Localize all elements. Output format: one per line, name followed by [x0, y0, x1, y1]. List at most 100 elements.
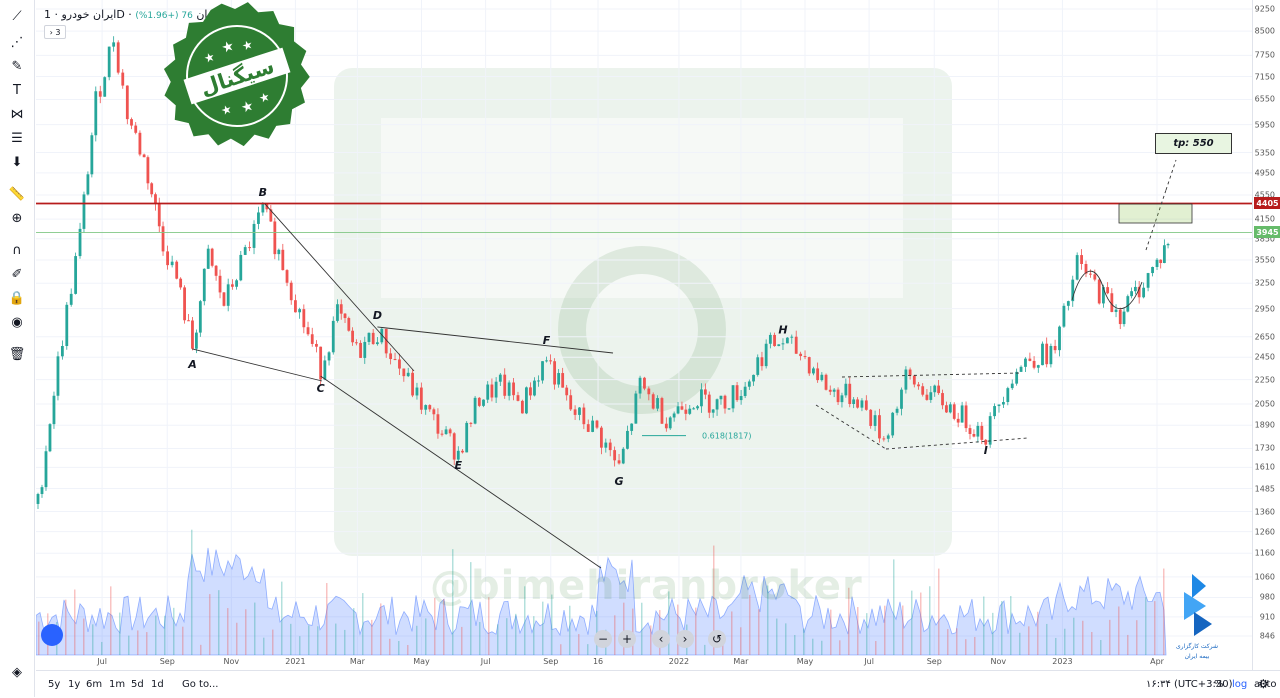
pattern-line: [1165, 159, 1177, 191]
volume-bar: [542, 601, 544, 655]
scroll-right-button[interactable]: ›: [676, 630, 694, 648]
arrow-down-icon[interactable]: ⬇: [11, 154, 23, 170]
candle-body: [773, 334, 776, 347]
volume-bar: [416, 625, 418, 655]
candle-body: [715, 399, 719, 410]
candle-body: [40, 487, 44, 495]
candle-body: [411, 372, 414, 396]
price-badge-current: 3945: [1254, 226, 1280, 239]
candle-body: [482, 399, 485, 406]
volume-bar: [767, 585, 769, 655]
range-5d-button[interactable]: 5d: [131, 679, 144, 690]
candle-body: [960, 405, 964, 423]
range-1y-button[interactable]: 1y: [68, 679, 81, 690]
volume-bar: [461, 626, 463, 655]
price-chart[interactable]: 0.618(1817) A B C D E F G H I: [36, 0, 1252, 670]
settings-gear-icon[interactable]: ⚙: [1258, 677, 1269, 691]
candle-body: [243, 247, 247, 255]
volume-bar: [1037, 611, 1039, 655]
candle-body: [1162, 245, 1166, 264]
price-axis[interactable]: 9250 8500 7750 7150 6550 5950 5350 4950 4550 4150…: [1252, 0, 1280, 670]
volume-bar: [452, 549, 454, 655]
candle-body: [595, 420, 599, 428]
volume-bar: [1136, 620, 1138, 655]
range-5y-button[interactable]: 5y: [48, 679, 61, 690]
prediction-tool-icon[interactable]: ☰: [11, 130, 23, 146]
time-tick: Jul: [97, 657, 107, 666]
volume-bar: [371, 619, 373, 655]
volume-bar: [344, 629, 346, 655]
time-axis[interactable]: Jul Sep Nov 2021 Mar May Jul Sep 16 2022 Mar May Jul…: [36, 655, 1252, 670]
lock-pencil-icon[interactable]: ✐: [11, 266, 23, 282]
candle-body: [541, 361, 544, 381]
candle-body: [302, 309, 306, 328]
candle-body: [816, 368, 820, 381]
text-tool-icon[interactable]: T: [13, 82, 21, 98]
candle-body: [794, 336, 798, 354]
volume-bar: [110, 586, 112, 655]
candle-body: [65, 304, 69, 347]
zoom-out-button[interactable]: −: [594, 630, 612, 648]
candle-body: [218, 275, 222, 293]
eye-icon[interactable]: ◉: [11, 314, 23, 330]
fib-tool-icon[interactable]: ⋰: [10, 34, 24, 50]
candle-body: [638, 377, 642, 394]
layers-icon[interactable]: ◈: [12, 664, 22, 680]
candle-body: [82, 194, 86, 229]
candle-body: [1106, 287, 1110, 294]
candle-body: [1036, 365, 1040, 368]
candle-body: [968, 428, 972, 435]
log-scale-button[interactable]: log: [1232, 679, 1248, 690]
candle-body: [380, 328, 384, 343]
candle-body: [142, 154, 146, 158]
brush-icon[interactable]: ✎: [11, 58, 23, 74]
volume-bar: [1118, 606, 1120, 655]
volume-bar: [704, 644, 706, 655]
candle-body: [599, 427, 603, 448]
volume-bar: [740, 627, 742, 655]
price-tick: 5350: [1254, 148, 1275, 158]
volume-bar: [614, 615, 616, 655]
ruler-icon[interactable]: 📏: [8, 186, 26, 202]
percent-scale-button[interactable]: %: [1214, 679, 1224, 690]
take-profit-label[interactable]: tp: 550: [1155, 133, 1232, 154]
trend-line-icon[interactable]: ⟋: [12, 8, 22, 24]
magnet-icon[interactable]: ∩: [12, 242, 22, 258]
lock-icon[interactable]: 🔒: [8, 290, 26, 306]
pattern-line: [815, 404, 887, 450]
volume-bar: [1145, 597, 1147, 655]
scroll-left-button[interactable]: ‹: [652, 630, 670, 648]
auto-scale-button[interactable]: auto: [1254, 679, 1277, 690]
range-1m-button[interactable]: 1m: [109, 679, 126, 690]
candle-body: [723, 395, 727, 409]
pattern-label-B: B: [259, 186, 267, 199]
candle-body: [130, 119, 133, 126]
volume-bar: [92, 624, 94, 655]
indicator-collapse-button[interactable]: › 3: [44, 25, 66, 39]
candle-body: [343, 313, 347, 319]
trash-icon[interactable]: 🗑: [8, 346, 26, 362]
candle-body: [339, 304, 343, 314]
clock-timezone[interactable]: ۱۶:۳۴ (UTC+3:30): [1146, 679, 1233, 690]
zoom-in-icon[interactable]: ⊕: [11, 210, 23, 226]
reset-chart-button[interactable]: ↺: [708, 630, 726, 648]
candle-body: [799, 353, 803, 357]
watermark-logo-inner: [381, 118, 903, 298]
tradingview-logo[interactable]: [41, 624, 63, 646]
go-to-date-button[interactable]: Go to...: [182, 679, 219, 690]
candle-body: [98, 91, 102, 97]
range-1d-button[interactable]: 1d: [151, 679, 164, 690]
zoom-in-button[interactable]: +: [618, 630, 636, 648]
volume-bar: [920, 592, 922, 655]
candle-body: [1058, 326, 1061, 351]
candle-body: [525, 387, 528, 414]
volume-bar: [587, 644, 589, 655]
pattern-label-D: D: [373, 309, 382, 322]
range-6m-button[interactable]: 6m: [86, 679, 103, 690]
pattern-tool-icon[interactable]: ⋈: [10, 106, 24, 122]
candle-body: [735, 385, 739, 401]
candle-body: [1045, 343, 1049, 365]
candle-body: [743, 386, 747, 397]
candle-body: [222, 292, 226, 306]
volume-bar: [884, 605, 886, 655]
